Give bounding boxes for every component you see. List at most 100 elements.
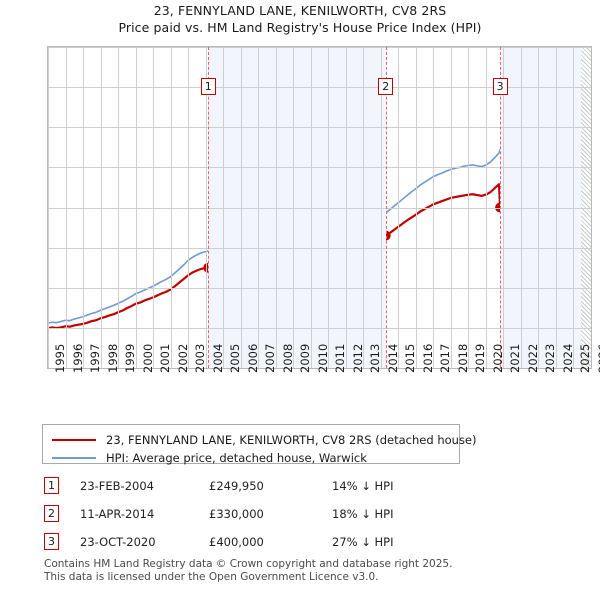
x-axis-tick-label: 2014 — [385, 343, 400, 373]
x-axis-tick-label: 2000 — [140, 343, 155, 373]
gridline-vertical — [83, 47, 84, 368]
x-axis-tick-label: 1999 — [123, 343, 138, 373]
transaction-price: £249,950 — [209, 479, 264, 493]
gridline-vertical — [381, 47, 382, 368]
transaction-number-badge: 3 — [44, 533, 59, 550]
table-row[interactable]: 1 23-FEB-2004 £249,950 14% ↓ HPI — [44, 477, 464, 497]
x-axis-tick-label: 1996 — [70, 343, 85, 373]
gridline-vertical — [468, 47, 469, 368]
x-axis-tick-label: 2001 — [158, 343, 173, 373]
x-axis-tick-label: 2026 — [596, 343, 600, 373]
event-vline-1 — [208, 47, 210, 368]
x-axis-tick-label: 1997 — [88, 343, 103, 373]
x-axis-tick-label: 1998 — [105, 343, 120, 373]
transaction-price: £400,000 — [209, 535, 264, 549]
x-axis-tick-label: 2025 — [578, 343, 593, 373]
gridline-horizontal — [48, 87, 591, 88]
transaction-number-badge: 1 — [44, 477, 59, 494]
gridline-horizontal — [48, 248, 591, 249]
gridline-vertical — [556, 47, 557, 368]
x-axis-tick-label: 2007 — [263, 343, 278, 373]
gridline-vertical — [136, 47, 137, 368]
event-marker-box-3[interactable]: 3 — [492, 78, 508, 95]
x-axis-tick-label: 2005 — [228, 343, 243, 373]
gridline-vertical — [188, 47, 189, 368]
legend-label-2: HPI: Average price, detached house, Warw… — [106, 451, 367, 465]
x-axis-tick-label: 2002 — [175, 343, 190, 373]
gridline-vertical — [416, 47, 417, 368]
x-axis-tick-label: 2016 — [420, 343, 435, 373]
table-row[interactable]: 2 11-APR-2014 £330,000 18% ↓ HPI — [44, 505, 464, 525]
x-axis-tick-label: 2010 — [315, 343, 330, 373]
page-title: 23, FENNYLAND LANE, KENILWORTH, CV8 2RS — [153, 3, 447, 18]
footer: Contains HM Land Registry data © Crown c… — [44, 558, 584, 583]
transaction-hpi-delta: 18% ↓ HPI — [332, 507, 394, 521]
legend-label-1: 23, FENNYLAND LANE, KENILWORTH, CV8 2RS … — [106, 433, 477, 447]
transaction-date: 23-OCT-2020 — [80, 535, 156, 549]
gridline-vertical — [328, 47, 329, 368]
x-axis-tick-label: 2012 — [350, 343, 365, 373]
chart-legend: 23, FENNYLAND LANE, KENILWORTH, CV8 2RS … — [42, 424, 477, 466]
x-axis-tick-label: 2019 — [473, 343, 488, 373]
shaded-span-1 — [208, 47, 386, 368]
transaction-hpi-delta: 14% ↓ HPI — [332, 479, 394, 493]
page-subtitle: Price paid vs. HM Land Registry's House … — [118, 20, 482, 35]
gridline-vertical — [311, 47, 312, 368]
event-marker-box-1[interactable]: 1 — [200, 78, 216, 95]
gridline-horizontal — [48, 167, 591, 168]
transaction-number-badge: 2 — [44, 505, 59, 522]
gridline-vertical — [66, 47, 67, 368]
gridline-vertical — [276, 47, 277, 368]
x-axis-tick-label: 2022 — [525, 343, 540, 373]
x-axis-tick-label: 2017 — [438, 343, 453, 373]
transaction-hpi-delta: 27% ↓ HPI — [332, 535, 394, 549]
shaded-span-2 — [500, 47, 591, 368]
gridline-vertical — [363, 47, 364, 368]
x-axis-tick-label: 2023 — [543, 343, 558, 373]
table-row[interactable]: 3 23-OCT-2020 £400,000 27% ↓ HPI — [44, 533, 464, 553]
chart-plot-area — [47, 46, 592, 369]
gridline-vertical — [521, 47, 522, 368]
gridline-vertical — [241, 47, 242, 368]
gridline-horizontal — [48, 47, 591, 48]
gridline-vertical — [171, 47, 172, 368]
gridline-vertical — [48, 47, 49, 368]
x-axis-tick-label: 2020 — [490, 343, 505, 373]
transaction-price: £330,000 — [209, 507, 264, 521]
forecast-hatch-region — [581, 47, 591, 368]
gridline-vertical — [398, 47, 399, 368]
gridline-vertical — [258, 47, 259, 368]
gridline-horizontal — [48, 288, 591, 289]
gridline-vertical — [486, 47, 487, 368]
footer-line-1: Contains HM Land Registry data © Crown c… — [44, 558, 453, 570]
gridline-vertical — [223, 47, 224, 368]
gridline-vertical — [346, 47, 347, 368]
gridline-vertical — [538, 47, 539, 368]
gridline-vertical — [503, 47, 504, 368]
x-axis-tick-label: 2024 — [560, 343, 575, 373]
x-axis-tick-label: 2004 — [210, 343, 225, 373]
legend-item-2: HPI: Average price, detached house, Warw… — [52, 450, 367, 466]
transaction-date: 11-APR-2014 — [80, 507, 155, 521]
event-marker-box-2[interactable]: 2 — [378, 78, 394, 95]
gridline-vertical — [573, 47, 574, 368]
gridline-vertical — [118, 47, 119, 368]
x-axis-tick-label: 2008 — [280, 343, 295, 373]
gridline-vertical — [293, 47, 294, 368]
gridline-horizontal — [48, 127, 591, 128]
x-axis-tick-label: 2015 — [403, 343, 418, 373]
x-axis-tick-label: 2018 — [455, 343, 470, 373]
legend-item-1: 23, FENNYLAND LANE, KENILWORTH, CV8 2RS … — [52, 432, 477, 448]
event-vline-2 — [385, 47, 387, 368]
x-axis-tick-label: 2003 — [193, 343, 208, 373]
gridline-vertical — [206, 47, 207, 368]
gridline-vertical — [101, 47, 102, 368]
gridline-vertical — [451, 47, 452, 368]
transaction-date: 23-FEB-2004 — [80, 479, 154, 493]
x-axis-tick-label: 1995 — [53, 343, 67, 373]
gridline-horizontal — [48, 208, 591, 209]
footer-line-2: This data is licensed under the Open Gov… — [44, 570, 379, 583]
gridline-horizontal — [48, 328, 591, 329]
gridline-vertical — [433, 47, 434, 368]
